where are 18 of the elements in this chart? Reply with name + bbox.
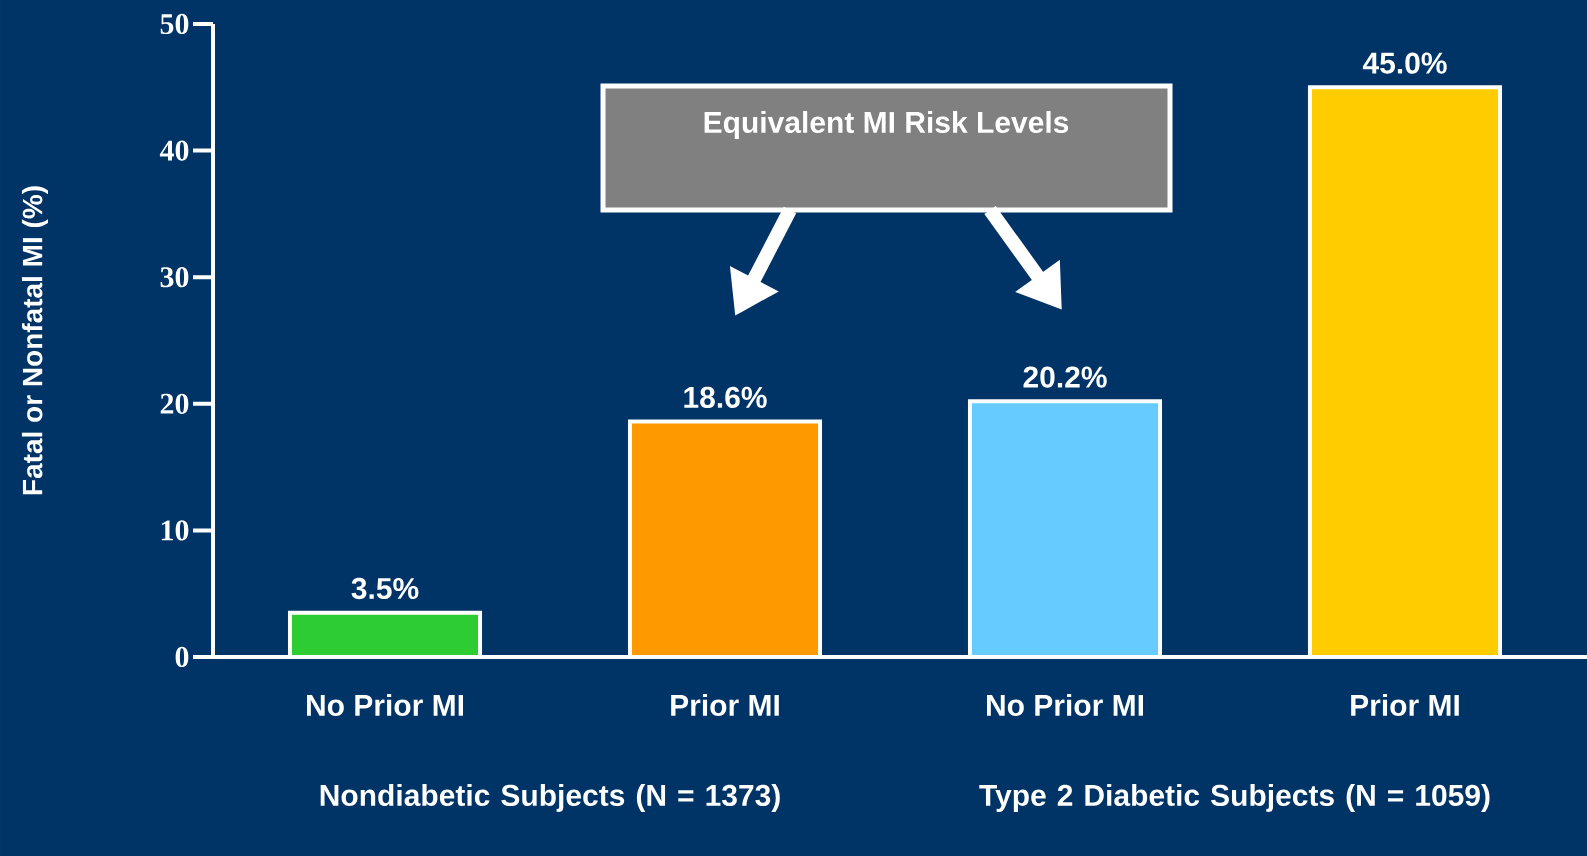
y-axis-title: Fatal or Nonfatal MI (%) xyxy=(21,186,48,495)
text: Nondiabetic Subjects (N = 1373) xyxy=(320,784,780,812)
x-tick-label: No Prior MI xyxy=(987,693,1143,717)
annotation: Equivalent MI Risk Levels xyxy=(704,111,1069,139)
y-tick-label: 30 xyxy=(160,267,189,288)
y-tick-label: 40 xyxy=(159,140,189,161)
data-label: 20.2% xyxy=(1023,366,1107,388)
data-label: 3.5% xyxy=(351,577,419,600)
y-tick-label: 20 xyxy=(160,393,189,414)
y-tick-label: 50 xyxy=(160,13,189,35)
text: Type 2 Diabetic Subjects (N = 1059) xyxy=(979,784,1490,812)
y-tick-label: 0 xyxy=(175,646,189,668)
y-tick-label: 10 xyxy=(161,520,189,541)
data-label: 45.0% xyxy=(1362,52,1447,74)
data-label: 18.6% xyxy=(684,386,767,408)
x-tick-label: No Prior MI xyxy=(307,693,463,717)
x-tick-label: Prior MI xyxy=(1351,693,1459,717)
x-tick-label: Prior MI xyxy=(671,693,779,717)
